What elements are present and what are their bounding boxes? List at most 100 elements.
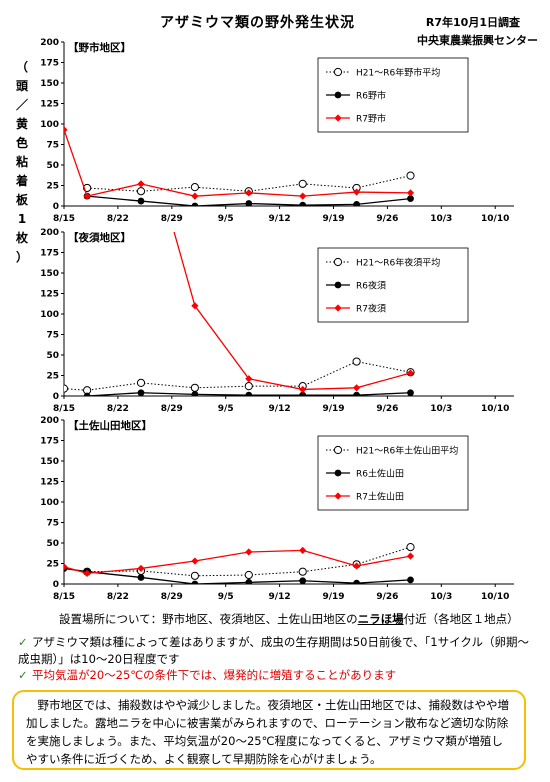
- legend-marker: [334, 469, 342, 477]
- data-point-open: [190, 183, 199, 192]
- legend-label: R6野市: [356, 90, 386, 102]
- series-line: [173, 232, 411, 391]
- y-tick-label: 25: [46, 182, 59, 192]
- y-tick-label: 50: [46, 539, 59, 549]
- chart-panel: 0 25 50 75 100 125 150 175 200 8/15 8/22 8/29 9/5 9/1…: [40, 416, 514, 602]
- y-tick-label: 175: [40, 59, 59, 69]
- survey-date: R7年10月1日調査: [425, 16, 520, 29]
- data-point-filled: [353, 200, 360, 206]
- y-axis-label-char: 粘: [15, 155, 28, 169]
- note-lifecycle: ✓ アザミウマ類は種によって差はありますが、成虫の生存期間は50日前後で、「1サイ…: [18, 634, 538, 668]
- data-point-diamond: [64, 126, 68, 134]
- page-title: アザミウマ類の野外発生状況: [160, 15, 355, 31]
- note-temperature-text: 平均気温が20～25℃の条件下では、爆発的に増殖することがあります: [32, 668, 397, 682]
- legend-marker: [333, 445, 343, 455]
- location-suffix: 付近（各地区１地点）: [403, 612, 519, 626]
- data-point-filled: [407, 576, 414, 584]
- x-tick-label: 10/3: [430, 592, 452, 602]
- data-point-filled: [83, 392, 91, 396]
- legend-marker: [333, 257, 343, 267]
- x-tick-label: 9/19: [322, 404, 344, 414]
- data-point-open: [190, 571, 199, 580]
- legend-label: R7土佐山田: [356, 491, 404, 503]
- y-tick-label: 75: [46, 331, 59, 341]
- y-tick-label: 100: [40, 120, 59, 130]
- x-tick-label: 9/19: [322, 592, 344, 602]
- legend-label: R7野市: [356, 113, 386, 125]
- y-tick-label: 200: [40, 228, 59, 238]
- x-tick-label: 9/19: [322, 214, 344, 224]
- data-point-diamond: [83, 569, 91, 577]
- x-tick-label: 8/29: [161, 214, 183, 224]
- series-line: [64, 549, 411, 574]
- series-group: [64, 543, 415, 584]
- x-tick-label: 10/10: [481, 404, 509, 414]
- data-point-diamond: [299, 192, 307, 200]
- data-point-open: [352, 357, 361, 366]
- x-tick-label: 8/15: [53, 214, 75, 224]
- location-note: 設置場所について：野市地区、夜須地区、土佐山田地区のニラほ場付近（各地区１地点）: [59, 611, 519, 627]
- y-tick-label: 75: [46, 141, 59, 151]
- data-point-filled: [299, 391, 307, 396]
- data-point-filled: [137, 574, 145, 581]
- data-point-diamond: [353, 562, 361, 570]
- data-point-open: [298, 567, 307, 576]
- y-tick-label: 100: [40, 498, 59, 508]
- data-point-diamond: [191, 192, 199, 200]
- data-point-diamond: [137, 180, 145, 188]
- x-tick-label: 8/15: [53, 404, 75, 414]
- y-tick-label: 25: [46, 560, 59, 570]
- summary-text: 野市地区では、捕殺数はやや減少しました。夜須地区・土佐山田地区では、捕殺数はやや…: [26, 698, 509, 766]
- y-tick-label: 150: [40, 457, 59, 467]
- data-point-filled: [299, 577, 307, 584]
- data-point-filled: [245, 200, 253, 206]
- x-tick-label: 9/26: [376, 214, 398, 224]
- charts-area: 0 25 50 75 100 125 150 175 200 8/15 8/22 8/29 9/5 9/1…: [40, 38, 514, 602]
- y-tick-label: 175: [40, 437, 59, 447]
- y-axis-label-char: 1: [17, 212, 27, 226]
- legend-marker: [334, 114, 342, 122]
- data-point-open: [406, 543, 415, 552]
- y-axis-label-char: 黄: [15, 117, 28, 131]
- y-tick-label: 50: [46, 351, 59, 361]
- data-point-diamond: [245, 548, 253, 556]
- series-line: [64, 129, 411, 197]
- y-tick-label: 200: [40, 38, 59, 48]
- x-tick-label: 10/10: [481, 214, 509, 224]
- data-point-filled: [407, 195, 414, 203]
- data-point-diamond: [137, 564, 145, 573]
- data-point-open: [190, 383, 199, 392]
- data-point-filled: [191, 202, 199, 206]
- y-tick-label: 125: [40, 478, 59, 488]
- chart-title: 【土佐山田地区】: [68, 419, 152, 432]
- data-point-diamond: [299, 546, 307, 554]
- legend-label: R7夜須: [356, 303, 386, 315]
- y-axis-label-char: 色: [15, 136, 28, 150]
- data-point-filled: [299, 201, 307, 206]
- data-point-filled: [191, 390, 199, 396]
- note-temperature: ✓ 平均気温が20～25℃の条件下では、爆発的に増殖することがあります: [18, 667, 538, 684]
- legend-label: H21～R6年土佐山田平均: [356, 445, 458, 457]
- y-tick-label: 0: [53, 392, 59, 402]
- y-axis-label-char: 枚: [15, 231, 28, 245]
- data-point-diamond: [353, 188, 361, 196]
- legend-marker: [334, 91, 342, 99]
- y-tick-label: 125: [40, 290, 59, 300]
- y-axis-label-char: 頭: [15, 79, 28, 93]
- chart-panel: 0 25 50 75 100 125 150 175 200 8/15 8/22 8/29 9/5 9/1…: [40, 228, 514, 414]
- y-axis-label-char: ）: [15, 250, 28, 264]
- data-point-filled: [407, 389, 414, 396]
- x-tick-label: 10/3: [430, 404, 452, 414]
- x-tick-label: 8/22: [107, 404, 129, 414]
- legend-label: R6土佐山田: [356, 468, 404, 480]
- y-tick-label: 50: [46, 161, 59, 171]
- data-point-diamond: [245, 189, 253, 197]
- series-line: [64, 361, 411, 391]
- data-point-diamond: [353, 384, 361, 392]
- location-prefix: 設置場所について：野市地区、夜須地区、土佐山田地区の: [59, 612, 358, 626]
- y-axis-label-char: 着: [15, 174, 28, 188]
- y-tick-label: 150: [40, 79, 59, 89]
- data-point-filled: [353, 391, 360, 396]
- chart-title: 【野市地区】: [68, 41, 131, 54]
- data-point-diamond: [406, 189, 415, 197]
